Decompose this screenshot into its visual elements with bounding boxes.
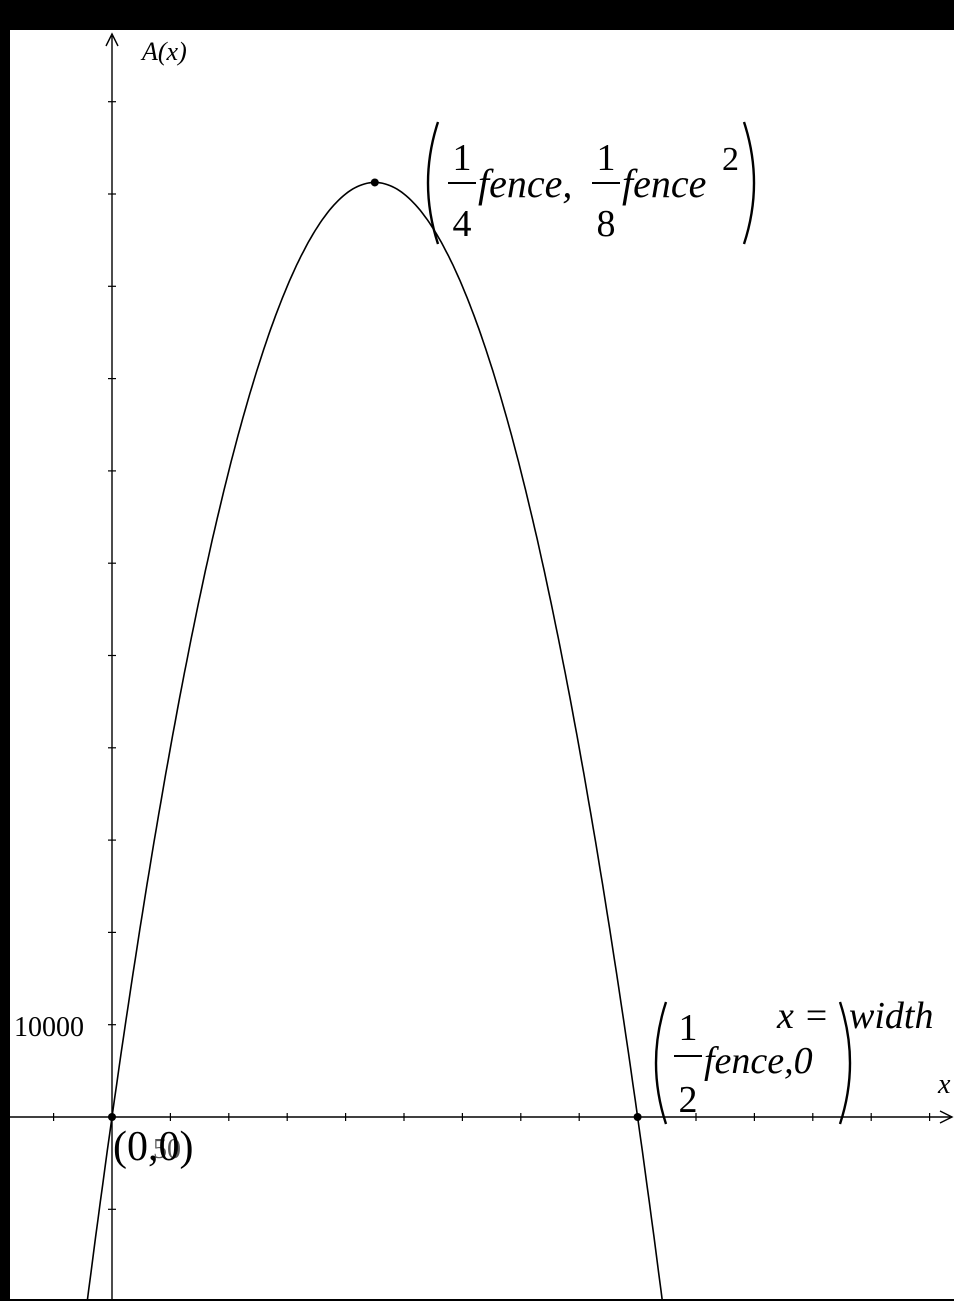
root-x-denominator: 2 xyxy=(679,1079,698,1121)
window-left-border xyxy=(0,0,10,1301)
window-bottom-border xyxy=(0,1299,954,1301)
vertex-x-denominator: 4 xyxy=(453,203,472,245)
vertex-label-left-paren xyxy=(426,121,440,245)
axes xyxy=(10,32,954,1299)
origin-point xyxy=(108,1113,116,1121)
vertex-point xyxy=(370,178,379,187)
width-annotation-lhs: x = xyxy=(776,995,829,1037)
x-tick-label: 50 xyxy=(153,1134,181,1165)
root-x-numerator: 1 xyxy=(679,1007,698,1049)
plot-points xyxy=(108,178,642,1121)
vertex-x-numerator: 1 xyxy=(453,137,472,179)
vertex-x-fence: fence, xyxy=(478,161,572,206)
y-tick-label: 10000 xyxy=(14,1012,84,1043)
vertex-y-denominator: 8 xyxy=(597,203,616,245)
window-top-bar xyxy=(0,0,954,30)
root-point xyxy=(633,1113,642,1121)
vertex-y-exponent: 2 xyxy=(722,141,739,178)
origin-point-label: (0,0) xyxy=(113,1124,193,1170)
y-axis-arrow xyxy=(105,32,119,47)
vertex-label-right-paren xyxy=(742,121,756,245)
root-label-left-paren xyxy=(654,1001,668,1125)
x-axis-arrow xyxy=(939,1110,954,1124)
vertex-y-fence: fence xyxy=(622,161,706,206)
x-axis-label: x xyxy=(937,1069,951,1100)
root-point-label: 1 2 fence,0 xyxy=(654,1001,852,1125)
y-axis-label: A(x) xyxy=(140,37,187,66)
root-x-fence: fence,0 xyxy=(704,1040,813,1082)
width-annotation-rhs: width xyxy=(849,995,933,1037)
vertex-point-label: 1 4 fence, 1 8 fence 2 xyxy=(426,121,756,245)
root-label-right-paren xyxy=(838,1001,852,1125)
vertex-y-numerator: 1 xyxy=(597,137,616,179)
